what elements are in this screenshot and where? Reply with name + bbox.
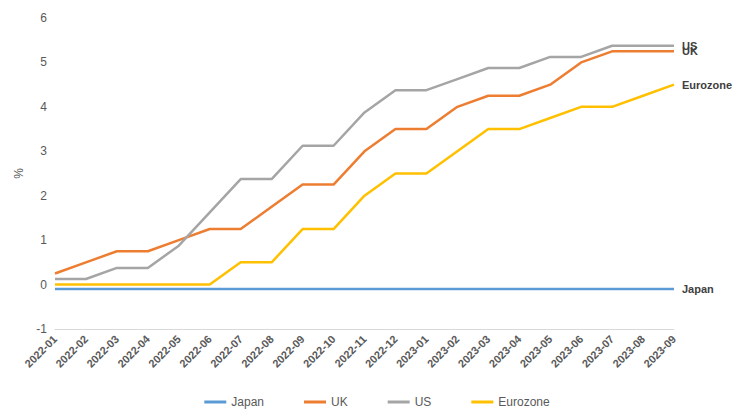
svg-text:2023-09: 2023-09: [641, 333, 678, 370]
svg-text:2022-12: 2022-12: [363, 333, 400, 370]
svg-text:2023-01: 2023-01: [394, 333, 431, 370]
svg-text:UK: UK: [331, 395, 348, 409]
svg-text:2023-07: 2023-07: [579, 333, 616, 370]
svg-text:1: 1: [40, 233, 47, 247]
svg-text:US: US: [415, 395, 432, 409]
svg-text:2022-03: 2022-03: [84, 333, 121, 370]
svg-text:2022-08: 2022-08: [239, 333, 276, 370]
svg-text:2022-02: 2022-02: [53, 333, 90, 370]
svg-text:2022-06: 2022-06: [177, 333, 214, 370]
svg-text:2022-05: 2022-05: [146, 333, 183, 370]
svg-text:Eurozone: Eurozone: [498, 395, 550, 409]
svg-text:Eurozone: Eurozone: [682, 79, 732, 91]
svg-text:2022-10: 2022-10: [301, 333, 338, 370]
svg-text:2022-04: 2022-04: [115, 332, 153, 370]
svg-text:Japan: Japan: [682, 283, 714, 295]
svg-text:2023-06: 2023-06: [548, 333, 585, 370]
svg-text:2022-09: 2022-09: [270, 333, 307, 370]
svg-text:3: 3: [40, 144, 47, 158]
svg-text:5: 5: [40, 55, 47, 69]
svg-text:2022-01: 2022-01: [22, 333, 59, 370]
svg-text:6: 6: [40, 11, 47, 25]
svg-text:Japan: Japan: [231, 395, 264, 409]
svg-text:2023-03: 2023-03: [456, 333, 493, 370]
svg-text:%: %: [12, 168, 26, 179]
svg-text:2023-08: 2023-08: [610, 333, 647, 370]
svg-text:4: 4: [40, 100, 47, 114]
svg-text:0: 0: [40, 278, 47, 292]
svg-text:2022-07: 2022-07: [208, 333, 245, 370]
svg-text:US: US: [682, 40, 697, 52]
svg-text:2023-04: 2023-04: [487, 332, 525, 370]
svg-text:2023-02: 2023-02: [425, 333, 462, 370]
svg-text:-1: -1: [36, 322, 47, 336]
svg-text:2: 2: [40, 189, 47, 203]
svg-text:2022-11: 2022-11: [332, 333, 369, 370]
svg-text:2023-05: 2023-05: [517, 333, 554, 370]
